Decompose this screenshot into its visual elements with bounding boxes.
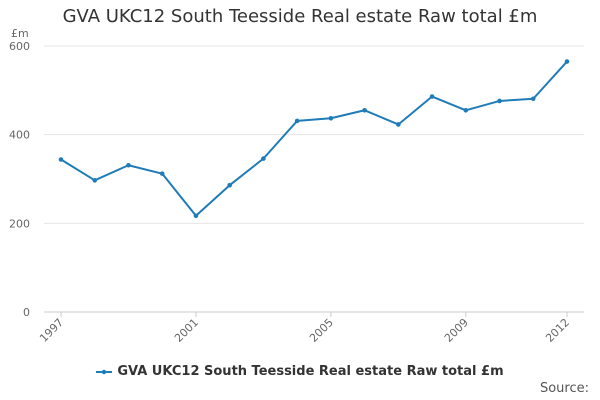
series-line (60, 60, 568, 217)
data-point (193, 213, 199, 219)
x-tick-label: 1997 (37, 316, 66, 345)
data-point (530, 96, 536, 102)
data-point (227, 182, 232, 188)
data-point (564, 59, 570, 64)
legend[interactable]: GVA UKC12 South Teesside Real estate Raw… (0, 364, 600, 379)
x-tick-label: 2009 (442, 316, 471, 345)
data-point (497, 98, 502, 104)
data-point (58, 157, 64, 162)
y-tick-label: 400 (9, 129, 30, 142)
data-point (159, 171, 165, 176)
chart-title: GVA UKC12 South Teesside Real estate Raw… (62, 6, 538, 27)
data-point (126, 162, 131, 168)
data-point (362, 107, 367, 113)
data-point (463, 107, 469, 113)
x-tick-label: 2012 (543, 316, 572, 345)
data-point (294, 118, 300, 124)
data-point (261, 156, 266, 161)
legend-label: GVA UKC12 South Teesside Real estate Raw… (117, 364, 504, 379)
y-tick-label: 0 (23, 306, 30, 319)
data-point (429, 94, 435, 99)
data-point (396, 122, 401, 127)
legend-swatch (96, 369, 113, 374)
y-axis-unit: £m (11, 27, 29, 40)
y-tick-label: 200 (9, 217, 30, 230)
x-tick-label: 2005 (307, 316, 336, 345)
source-label[interactable]: Source: (539, 381, 589, 396)
x-tick-label: 2001 (172, 316, 201, 345)
y-tick-label: 600 (9, 40, 30, 53)
data-point (328, 115, 334, 121)
data-point (92, 178, 98, 183)
